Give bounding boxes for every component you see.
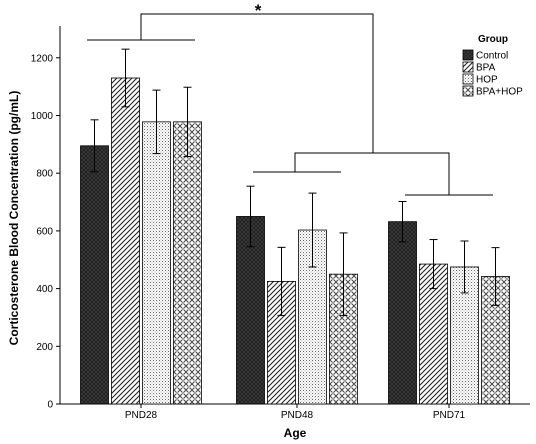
legend-swatch: [462, 61, 474, 73]
legend-label: Control: [476, 51, 508, 62]
error-bars: [90, 48, 500, 316]
bar: [173, 121, 202, 405]
legend-swatch: [462, 73, 474, 85]
x-axis-title: Age: [284, 426, 307, 440]
y-tick-label: 1000: [31, 111, 54, 122]
y-tick-label: 600: [36, 226, 53, 237]
legend-swatch: [462, 85, 474, 97]
x-ticks: PND28 PND48 PND71: [125, 404, 466, 421]
y-tick-label: 0: [47, 400, 53, 411]
x-tick-label: PND71: [433, 410, 466, 421]
significance-star: *: [255, 1, 262, 20]
y-tick-label: 400: [36, 284, 53, 295]
bracket-late: [294, 152, 450, 195]
x-tick-label: PND28: [125, 410, 158, 421]
y-tick-label: 1200: [31, 53, 54, 64]
bar: [111, 77, 140, 405]
significance-brackets: [87, 13, 493, 196]
bar: [388, 221, 417, 405]
y-axis-title: Corticosterone Blood Concentration (pg/m…: [7, 91, 21, 346]
x-tick-label: PND48: [281, 410, 314, 421]
bar: [142, 121, 171, 405]
bars: [80, 77, 510, 405]
bar: [80, 145, 109, 405]
legend-label: BPA: [476, 63, 496, 74]
bar: [236, 216, 265, 405]
y-tick-label: 800: [36, 169, 53, 180]
legend-title: Group: [478, 34, 508, 45]
y-tick-label: 200: [36, 342, 53, 353]
y-ticks: 0 200 400 600 800 1000 1200: [31, 53, 60, 411]
legend-swatch: [462, 49, 474, 61]
bracket-main: [140, 13, 374, 153]
legend-label: BPA+HOP: [476, 87, 523, 98]
legend-label: HOP: [476, 75, 498, 86]
